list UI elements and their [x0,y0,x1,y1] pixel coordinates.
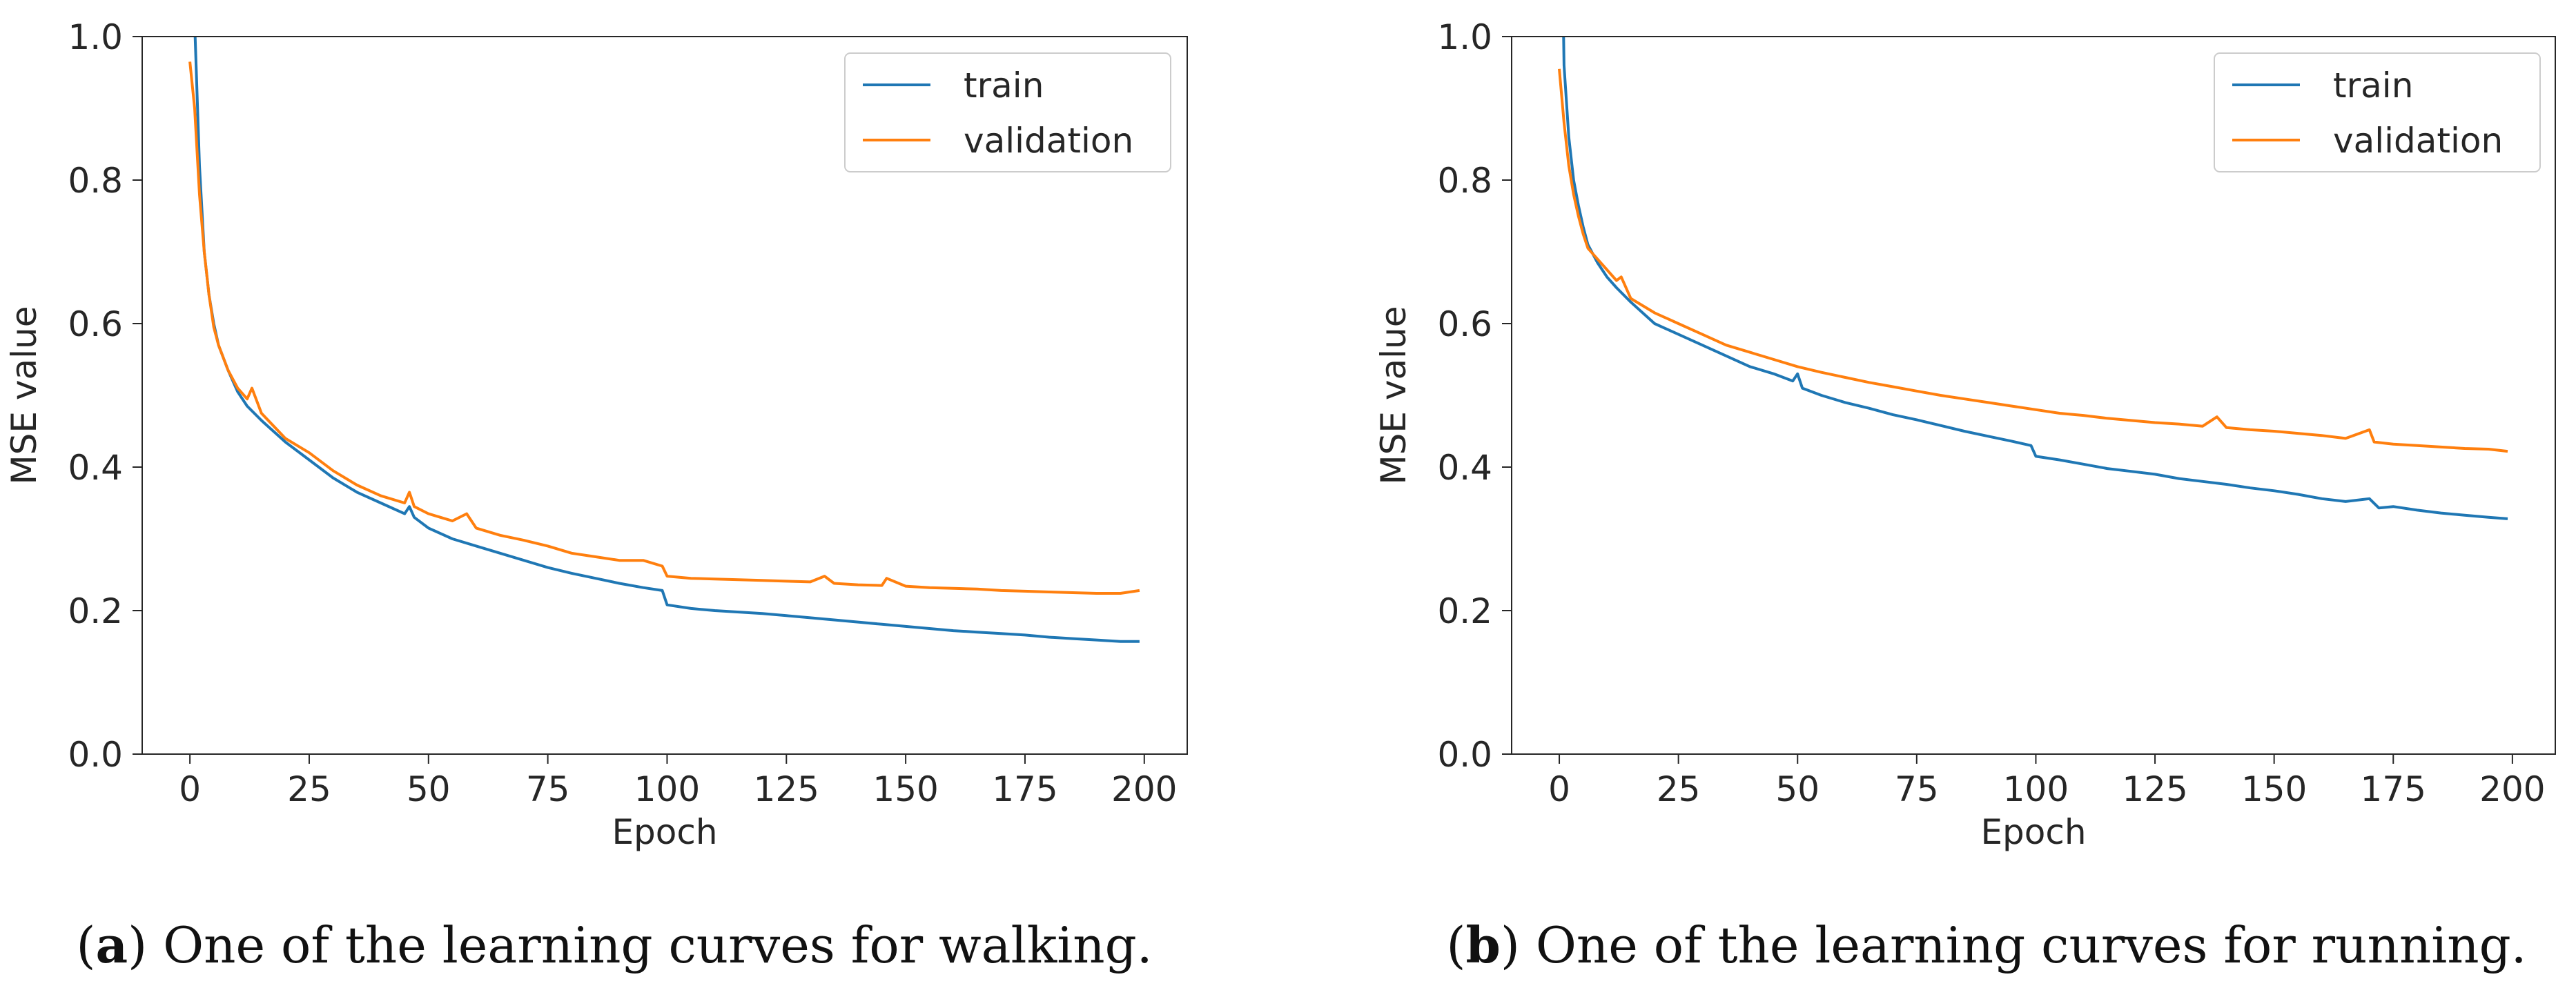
caption-text: One of the learning curves for running. [1520,916,2527,974]
caption-paren-close: ) [128,916,147,974]
caption-text: One of the learning curves for walking. [147,916,1152,974]
x-tick-label: 150 [2241,769,2307,809]
caption-letter: a [96,916,128,974]
y-axis-label: MSE value [1374,306,1414,485]
x-tick-label: 125 [2122,769,2187,809]
legend-label-validation: validation [964,121,1133,161]
series-group [1558,37,2508,520]
x-tick-label: 75 [1895,769,1939,809]
plot-frame [142,36,1188,755]
y-axis-label: MSE value [4,306,44,485]
series-group [188,37,1140,643]
caption-paren-close: ) [1501,916,1520,974]
series-line-validation [188,61,1140,595]
chart-panel-a: 0 25 50 75 100 125 150 175 200 0.0 0.2 0.4 0.6 0.8 1.0… [4,17,1188,974]
x-tick-label: 175 [992,769,1057,809]
x-axis-label: Epoch [612,812,717,852]
x-tick-label: 50 [1775,769,1819,809]
legend-label-train: train [2333,66,2413,106]
series-line-validation [1558,68,2508,453]
x-tick-label: 200 [1111,769,1177,809]
caption-letter: b [1466,916,1501,974]
plot-frame [1511,36,2556,755]
y-tick-label: 1.0 [68,17,123,57]
y-tick-label: 0.0 [68,735,123,775]
x-tick-label: 150 [872,769,938,809]
y-tick-label: 0.2 [1437,591,1492,631]
y-tick-label: 0.4 [68,448,123,488]
x-tick-label: 200 [2479,769,2545,809]
y-tick-label: 0.8 [1437,161,1492,201]
y-tick-label: 0.6 [1437,304,1492,344]
legend-label-validation: validation [2333,121,2503,161]
y-tick-label: 1.0 [1437,17,1492,57]
figure-caption: (a) One of the learning curves for walki… [76,916,1152,974]
series-line-train [193,37,1140,643]
legend-label-train: train [964,66,1044,106]
series-line-train [1562,37,2508,520]
x-tick-label: 75 [526,769,570,809]
chart-panel-b: 0 25 50 75 100 125 150 175 200 0.0 0.2 0.4 0.6 0.8 1.0… [1374,17,2556,974]
x-tick-label: 125 [754,769,819,809]
x-axis-label: Epoch [1980,812,2086,852]
y-tick-label: 0.4 [1437,448,1492,488]
x-tick-label: 25 [1657,769,1701,809]
y-tick-label: 0.6 [68,304,123,344]
legend-box [2214,52,2541,172]
legend: train validation [2214,52,2541,172]
figure-caption: (b) One of the learning curves for runni… [1446,916,2526,974]
x-tick-label: 0 [179,769,201,809]
y-tick-label: 0.0 [1437,735,1492,775]
x-tick-label: 175 [2361,769,2426,809]
legend-box [844,52,1171,172]
legend: train validation [844,52,1171,172]
x-tick-label: 25 [287,769,331,809]
x-tick-label: 0 [1548,769,1570,809]
caption-paren-open: ( [1446,916,1465,974]
caption-paren-open: ( [76,916,95,974]
x-tick-label: 50 [407,769,451,809]
y-tick-label: 0.2 [68,591,123,631]
y-tick-label: 0.8 [68,161,123,201]
x-tick-label: 100 [634,769,700,809]
x-tick-label: 100 [2003,769,2069,809]
